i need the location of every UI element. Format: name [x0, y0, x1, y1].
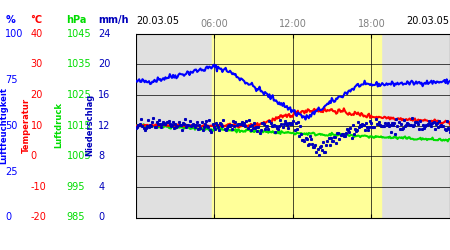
Text: 20: 20 — [31, 90, 43, 100]
Text: 8: 8 — [98, 151, 104, 161]
Text: 20: 20 — [98, 59, 111, 69]
Text: hPa: hPa — [67, 15, 87, 25]
Text: 4: 4 — [98, 182, 104, 192]
Text: 25: 25 — [5, 166, 18, 176]
Text: 30: 30 — [31, 59, 43, 69]
Text: -20: -20 — [31, 212, 46, 222]
Text: °C: °C — [31, 15, 43, 25]
Text: 40: 40 — [31, 29, 43, 39]
Text: 20.03.05: 20.03.05 — [406, 16, 450, 26]
Text: 75: 75 — [5, 75, 18, 85]
Text: 0: 0 — [5, 212, 12, 222]
Text: 10: 10 — [31, 121, 43, 130]
Text: 1025: 1025 — [67, 90, 91, 100]
Text: 1015: 1015 — [67, 121, 91, 130]
Text: 24: 24 — [98, 29, 111, 39]
Bar — [212, 34, 381, 218]
Text: Luftdruck: Luftdruck — [54, 102, 63, 148]
Text: Luftfeuchtigkeit: Luftfeuchtigkeit — [0, 86, 8, 164]
Text: Temperatur: Temperatur — [22, 98, 31, 152]
Text: -10: -10 — [31, 182, 46, 192]
Text: 1035: 1035 — [67, 59, 91, 69]
Text: 1045: 1045 — [67, 29, 91, 39]
Text: 1005: 1005 — [67, 151, 91, 161]
Text: 20.03.05: 20.03.05 — [136, 16, 180, 26]
Text: 0: 0 — [31, 151, 37, 161]
Text: 100: 100 — [5, 29, 24, 39]
Text: 12: 12 — [98, 121, 111, 130]
Text: 995: 995 — [67, 182, 85, 192]
Text: mm/h: mm/h — [98, 15, 129, 25]
Text: 50: 50 — [5, 121, 18, 130]
Text: 985: 985 — [67, 212, 85, 222]
Text: 0: 0 — [98, 212, 104, 222]
Text: Niederschlag: Niederschlag — [86, 94, 94, 156]
Text: 16: 16 — [98, 90, 110, 100]
Text: %: % — [5, 15, 15, 25]
